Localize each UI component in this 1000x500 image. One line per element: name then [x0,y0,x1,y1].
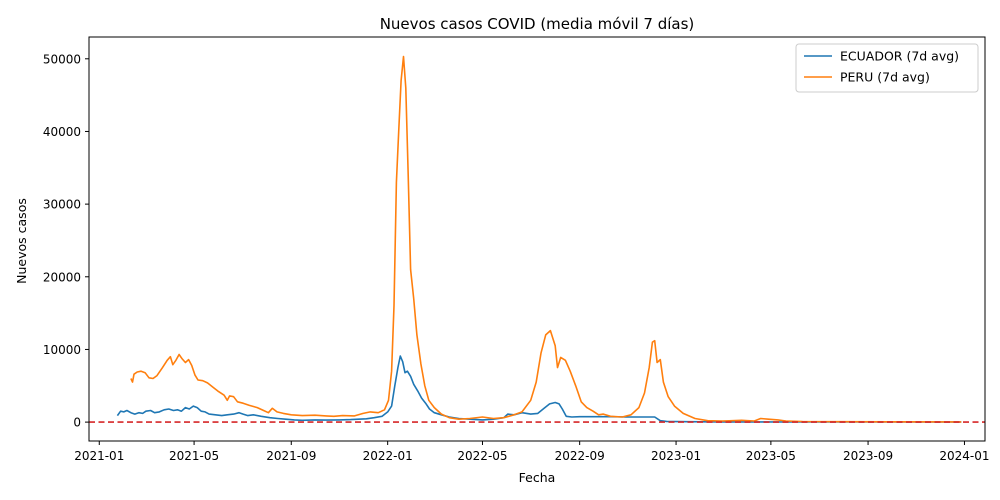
x-tick-label: 2022-01 [363,449,413,463]
x-tick-label: 2023-01 [651,449,701,463]
series-line-peru [130,55,962,423]
legend-label: ECUADOR (7d avg) [840,49,959,64]
y-tick-label: 40000 [43,125,81,139]
x-tick-label: 2023-05 [746,449,796,463]
x-axis-label: Fecha [519,470,556,485]
y-tick-label: 30000 [43,198,81,212]
legend-label: PERU (7d avg) [840,70,930,85]
y-tick-label: 20000 [43,270,81,284]
y-tick-label: 10000 [43,343,81,357]
x-tick-label: 2021-01 [74,449,124,463]
x-tick-label: 2023-09 [843,449,893,463]
legend-box [795,43,979,93]
x-tick-label: 2022-05 [457,449,507,463]
x-tick-label: 2022-09 [555,449,605,463]
y-axis: 0 10000 20000 30000 40000 50000 [43,52,89,430]
y-tick-label: 50000 [43,52,81,66]
y-axis-label: Nuevos casos [14,198,29,284]
x-tick-label: 2024-01 [939,449,989,463]
legend: ECUADOR (7d avg) PERU (7d avg) [795,43,979,93]
x-tick-label: 2021-05 [169,449,219,463]
x-tick-label: 2021-09 [266,449,316,463]
y-tick-label: 0 [73,416,81,430]
plot-frame [88,36,986,442]
chart-title: Nuevos casos COVID (media móvil 7 días) [380,15,695,33]
x-axis: 2021-01 2021-05 2021-09 2022-01 2022-05 2022-… [74,441,990,463]
series-line-ecuador [116,355,962,423]
plot-area [89,55,985,423]
